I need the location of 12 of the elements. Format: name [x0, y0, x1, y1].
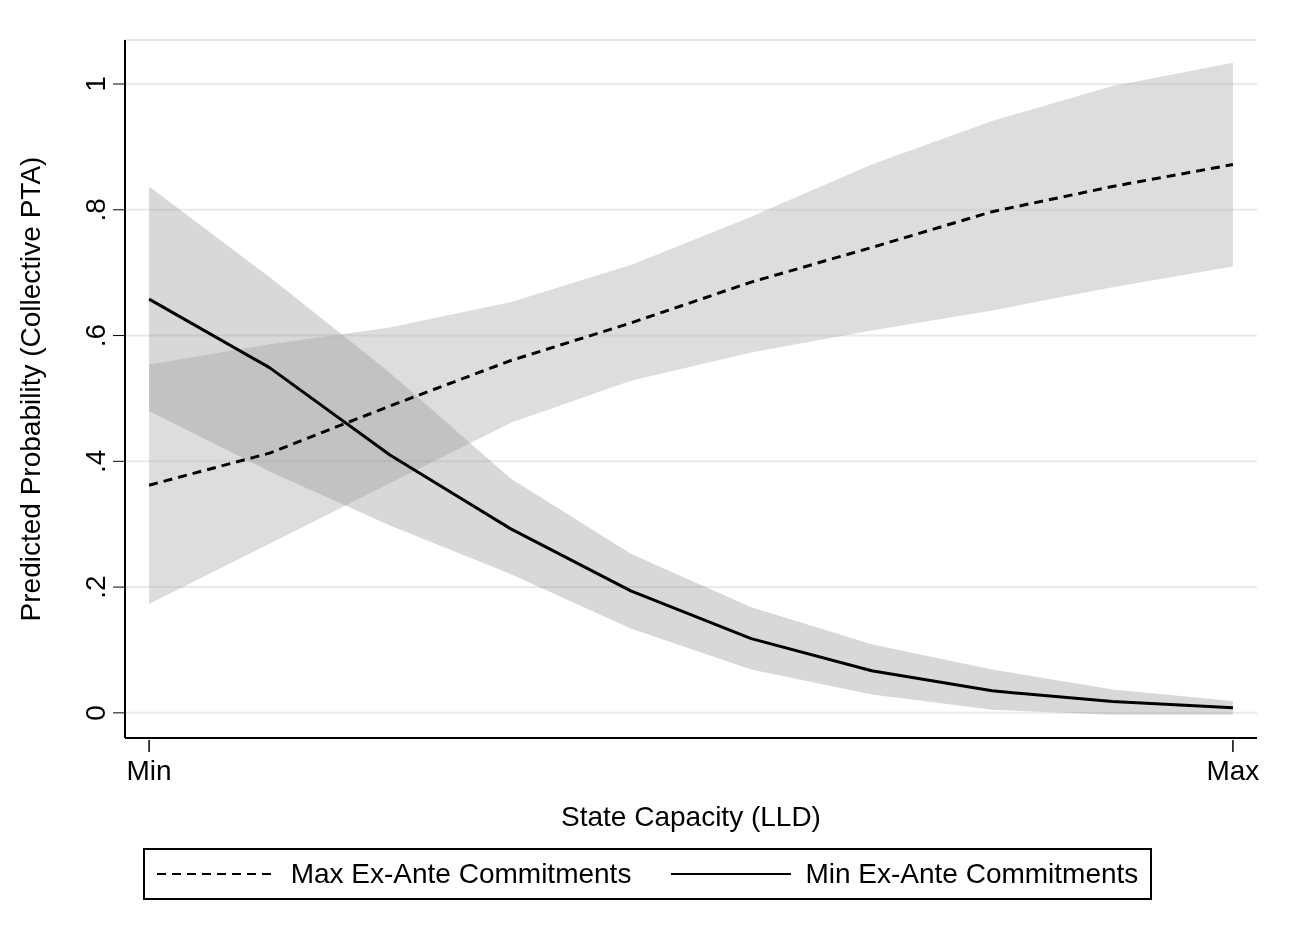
y-axis-title: Predicted Probability (Collective PTA): [14, 156, 46, 622]
y-tick-label: .6: [80, 323, 111, 348]
x-tick-label: Max: [1206, 755, 1260, 786]
y-tick-label: 1: [80, 76, 111, 92]
y-tick-label: .2: [80, 575, 111, 599]
y-tick-label: .4: [80, 449, 111, 473]
legend-label: Min Ex-Ante Commitments: [805, 858, 1139, 890]
x-axis-title: State Capacity (LLD): [561, 801, 821, 832]
y-tick-label: .8: [80, 198, 111, 222]
y-tick-label: 0: [80, 705, 111, 721]
x-tick-label: Min: [126, 755, 172, 786]
legend-label: Max Ex-Ante Commitments: [290, 858, 632, 890]
